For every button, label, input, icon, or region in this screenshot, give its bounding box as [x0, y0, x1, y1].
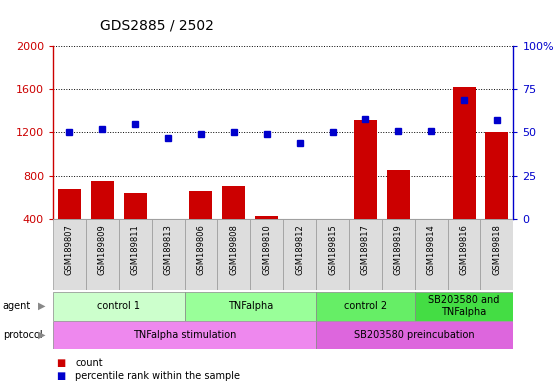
Bar	[485, 132, 508, 262]
Text: GSM189813: GSM189813	[163, 224, 172, 275]
Text: agent: agent	[3, 301, 31, 311]
Text: GSM189819: GSM189819	[394, 224, 403, 275]
Bar	[190, 191, 213, 262]
Text: SB203580 preincubation: SB203580 preincubation	[354, 330, 475, 340]
Bar	[354, 119, 377, 262]
Bar	[157, 228, 180, 262]
Text: ■: ■	[56, 371, 65, 381]
Text: protocol: protocol	[3, 330, 42, 340]
Bar	[222, 187, 246, 262]
Bar	[387, 170, 410, 262]
Bar	[448, 219, 480, 290]
Bar	[382, 219, 415, 290]
Text: count: count	[75, 358, 103, 368]
Bar	[185, 292, 316, 321]
Text: control 1: control 1	[97, 301, 140, 311]
Bar	[86, 219, 119, 290]
Text: GSM189814: GSM189814	[427, 224, 436, 275]
Text: ▶: ▶	[38, 301, 45, 311]
Bar	[321, 237, 344, 262]
Text: GSM189808: GSM189808	[229, 224, 238, 275]
Text: ■: ■	[56, 358, 65, 368]
Bar	[349, 219, 382, 290]
Bar	[53, 321, 316, 349]
Text: ▶: ▶	[38, 330, 45, 340]
Bar	[119, 219, 152, 290]
Bar	[453, 87, 475, 262]
Bar	[185, 219, 218, 290]
Bar	[91, 181, 114, 262]
Text: GSM189818: GSM189818	[492, 224, 502, 275]
Bar	[283, 219, 316, 290]
Bar	[420, 233, 442, 262]
Bar	[316, 292, 415, 321]
Text: GSM189812: GSM189812	[295, 224, 304, 275]
Bar	[288, 233, 311, 262]
Bar	[316, 321, 513, 349]
Text: TNFalpha: TNFalpha	[228, 301, 273, 311]
Text: GSM189809: GSM189809	[98, 224, 107, 275]
Text: GSM189806: GSM189806	[196, 224, 205, 275]
Bar	[124, 193, 147, 262]
Bar	[415, 292, 513, 321]
Bar	[53, 292, 185, 321]
Text: percentile rank within the sample: percentile rank within the sample	[75, 371, 240, 381]
Bar	[152, 219, 185, 290]
Text: SB203580 and
TNFalpha: SB203580 and TNFalpha	[429, 295, 500, 317]
Text: GSM189816: GSM189816	[460, 224, 469, 275]
Bar	[480, 219, 513, 290]
Bar	[218, 219, 251, 290]
Text: GSM189810: GSM189810	[262, 224, 271, 275]
Text: GSM189807: GSM189807	[65, 224, 74, 275]
Text: GSM189817: GSM189817	[361, 224, 370, 275]
Bar	[255, 216, 278, 262]
Bar	[251, 219, 283, 290]
Bar	[53, 219, 86, 290]
Text: GSM189815: GSM189815	[328, 224, 337, 275]
Bar	[58, 189, 81, 262]
Bar	[316, 219, 349, 290]
Text: TNFalpha stimulation: TNFalpha stimulation	[133, 330, 236, 340]
Text: GSM189811: GSM189811	[131, 224, 140, 275]
Bar	[415, 219, 448, 290]
Text: control 2: control 2	[344, 301, 387, 311]
Text: GDS2885 / 2502: GDS2885 / 2502	[100, 19, 214, 33]
